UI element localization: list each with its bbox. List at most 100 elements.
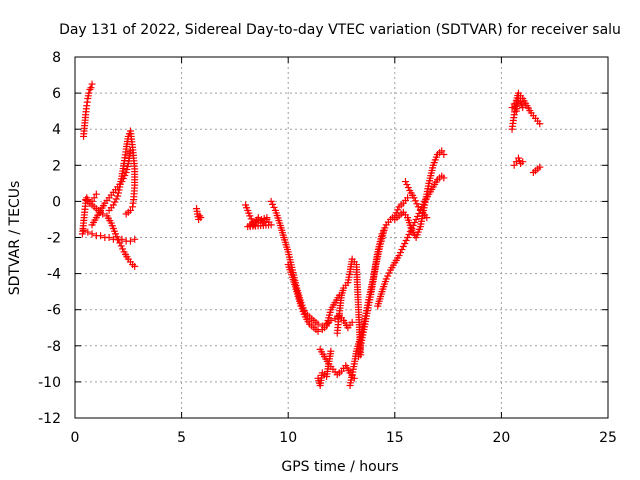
- data-point: [396, 249, 404, 257]
- data-point: [312, 318, 320, 326]
- y-tick-label: -8: [47, 339, 61, 355]
- y-axis-label: SDTVAR / TECUs: [7, 181, 23, 296]
- series-arc-8: [242, 201, 275, 231]
- y-tick-label: -4: [47, 267, 61, 283]
- data-point: [404, 184, 412, 192]
- data-point: [114, 189, 122, 197]
- data-point: [421, 211, 429, 219]
- data-point: [80, 211, 88, 219]
- data-point: [292, 285, 300, 293]
- data-point: [385, 269, 393, 277]
- data-point: [407, 224, 415, 232]
- data-point: [381, 278, 389, 286]
- data-point: [409, 191, 417, 199]
- data-point: [117, 175, 125, 183]
- data-point: [90, 194, 98, 202]
- x-tick-label: 10: [279, 430, 297, 446]
- data-point: [99, 202, 107, 210]
- data-point: [320, 324, 328, 332]
- data-point: [402, 237, 410, 245]
- series-arc-3: [80, 226, 139, 245]
- data-point: [275, 217, 283, 225]
- data-point: [367, 290, 375, 298]
- data-point: [397, 201, 405, 209]
- data-point: [116, 239, 124, 247]
- data-point: [84, 92, 92, 100]
- y-tick-label: -12: [38, 411, 61, 427]
- data-point: [401, 211, 409, 219]
- data-point: [350, 363, 358, 371]
- data-point: [88, 230, 96, 238]
- data-point: [107, 204, 115, 212]
- data-point: [424, 182, 432, 190]
- data-point: [193, 207, 201, 215]
- data-point: [105, 234, 113, 241]
- data-point: [414, 212, 422, 220]
- y-tick-label: 4: [52, 122, 61, 138]
- x-tick-label: 5: [177, 430, 186, 446]
- data-point: [279, 231, 287, 239]
- data-point: [110, 227, 118, 235]
- data-point: [270, 203, 278, 211]
- data-point: [103, 196, 111, 204]
- x-tick-label: 20: [492, 430, 510, 446]
- data-point: [326, 308, 334, 316]
- data-point: [399, 243, 407, 251]
- data-point: [131, 235, 139, 243]
- data-point: [519, 158, 527, 166]
- data-point: [91, 216, 99, 224]
- data-point: [405, 230, 413, 238]
- data-point: [411, 197, 419, 205]
- data-point: [348, 373, 356, 381]
- data-point: [115, 186, 123, 194]
- data-point: [440, 174, 448, 182]
- data-point: [401, 196, 409, 204]
- y-tick-label: -2: [47, 231, 61, 247]
- data-point: [345, 271, 353, 279]
- data-point: [429, 164, 437, 172]
- data-point: [375, 245, 383, 253]
- y-tick-label: 6: [52, 86, 61, 102]
- data-point: [129, 199, 137, 207]
- x-tick-label: 0: [71, 430, 80, 446]
- data-point: [363, 312, 371, 320]
- series-arc-20: [508, 95, 527, 115]
- data-point: [312, 326, 320, 334]
- data-point: [428, 185, 436, 193]
- data-point: [510, 114, 518, 122]
- data-point: [377, 290, 385, 298]
- series-arc-10: [284, 261, 343, 335]
- data-point: [81, 202, 89, 210]
- series-arc-17: [391, 147, 448, 241]
- data-point: [122, 148, 130, 156]
- data-point: [88, 80, 96, 88]
- data-point: [123, 166, 131, 174]
- data-point: [394, 254, 402, 262]
- data-point: [84, 228, 92, 236]
- data-point: [296, 300, 304, 308]
- data-point: [518, 101, 526, 109]
- data-point: [114, 192, 122, 200]
- y-tick-label: -10: [38, 375, 61, 391]
- data-point: [416, 206, 424, 214]
- series-arc-1: [80, 80, 96, 140]
- data-point: [113, 233, 121, 241]
- data-point: [384, 218, 392, 226]
- data-point: [393, 214, 401, 222]
- data-point: [337, 294, 345, 302]
- data-point: [120, 162, 128, 170]
- data-point: [267, 197, 275, 205]
- data-point: [534, 117, 542, 125]
- data-point: [97, 232, 105, 240]
- data-point: [432, 153, 440, 161]
- data-point: [126, 237, 134, 245]
- data-point: [122, 169, 130, 177]
- series-arc-15: [355, 226, 388, 361]
- data-point: [516, 157, 524, 165]
- data-point: [245, 209, 253, 217]
- data-point: [92, 205, 100, 213]
- grid-lines: [75, 57, 608, 418]
- data-point: [335, 312, 343, 320]
- data-point: [339, 286, 347, 294]
